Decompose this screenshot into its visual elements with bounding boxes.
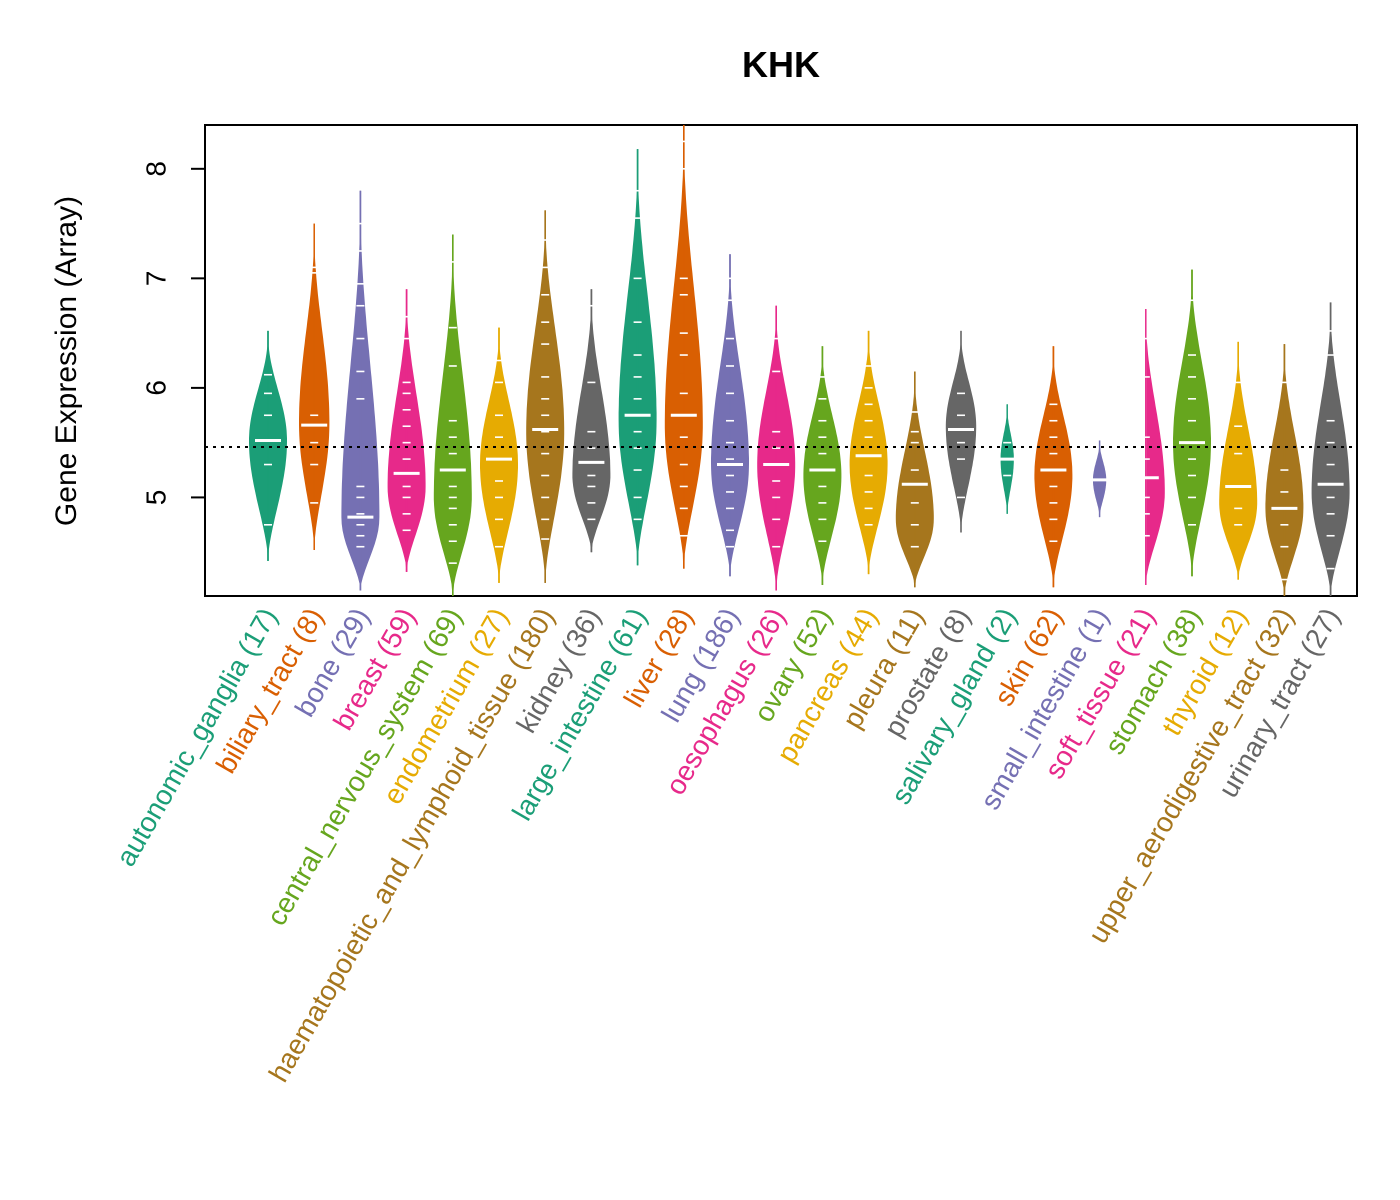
y-axis-label: Gene Expression (Array)	[50, 196, 83, 526]
violin-central_nervous_system	[433, 234, 472, 596]
violin-lung	[711, 226, 749, 577]
violin-stomach	[1173, 269, 1211, 577]
violin-skin	[1034, 346, 1073, 588]
violin-upper_aerodigestive_tract	[1265, 344, 1304, 596]
violin-soft_tissue	[1132, 309, 1165, 586]
y-tick-label: 7	[140, 271, 171, 287]
violin-urinary_tract	[1311, 302, 1350, 596]
violin-biliary_tract	[299, 223, 330, 550]
y-tick-label: 5	[140, 490, 171, 506]
violin-thyroid	[1219, 341, 1258, 580]
y-tick-label: 6	[140, 380, 171, 396]
chart-title: KHK	[742, 44, 820, 85]
violin-salivary_gland	[994, 404, 1021, 514]
violin-prostate	[945, 330, 977, 533]
violin-liver	[664, 125, 703, 569]
violin-bone	[341, 190, 380, 591]
violin-pleura	[895, 371, 934, 588]
violin-body	[1146, 313, 1165, 585]
y-axis: 5 6 7 8	[140, 161, 206, 506]
violin-kidney	[572, 289, 611, 553]
violin-autonomic_ganglia	[249, 330, 287, 561]
violin-haematopoietic_and_lymphoid_tissue	[526, 210, 565, 583]
violin-pancreas	[849, 330, 888, 575]
violin-endometrium	[480, 327, 518, 583]
violin-series	[249, 125, 1350, 596]
category-labels: autonomic_ganglia (17)biliary_tract (8)b…	[110, 602, 1346, 1087]
violin-large_intestine	[618, 149, 657, 566]
y-tick-label: 8	[140, 161, 171, 177]
violin-small_intestine	[1086, 440, 1113, 518]
violin-ovary	[803, 346, 842, 586]
violin-oesophagus	[757, 305, 796, 591]
violin-breast	[387, 289, 426, 572]
